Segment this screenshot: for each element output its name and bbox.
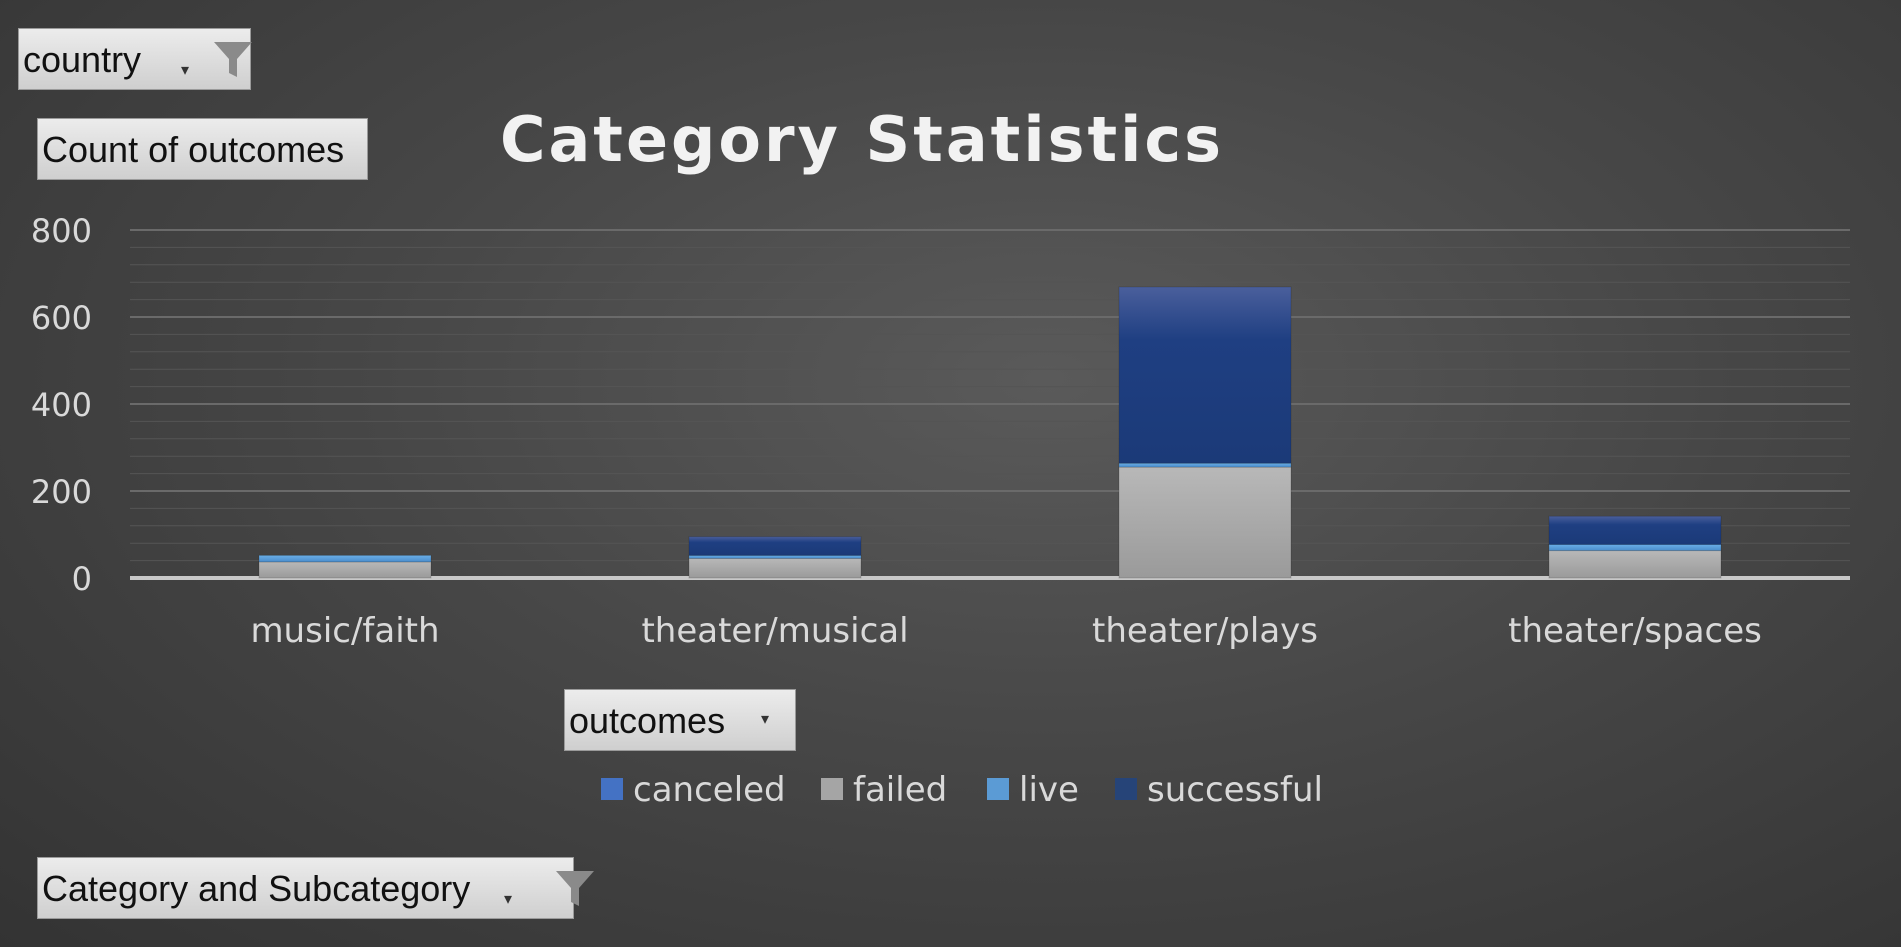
x-axis: music/faith theater/musical theater/plays t… <box>250 611 1761 651</box>
country-filter-button[interactable]: country ▾ <box>18 28 252 90</box>
bar-failed <box>1548 550 1722 579</box>
category-axis-field-button[interactable]: Category and Subcategory ▾ <box>37 857 594 919</box>
values-field-button[interactable]: Count of outcomes <box>37 118 368 180</box>
bar-live <box>1118 462 1292 468</box>
legend-label-successful: successful <box>1147 770 1323 810</box>
outcomes-legend-field-button[interactable]: outcomes ▾ <box>564 689 796 751</box>
chart-title: Category Statistics <box>500 103 1224 176</box>
bar-failed <box>1118 466 1292 579</box>
bar-failed <box>688 557 862 579</box>
y-axis: 0 200 400 600 800 <box>31 212 92 598</box>
bar-successful <box>1118 286 1292 464</box>
funnel-icon <box>214 42 252 77</box>
y-tick-label: 0 <box>72 560 92 598</box>
y-tick-label: 800 <box>31 212 92 250</box>
outcomes-field-label: outcomes <box>569 700 726 741</box>
bar-failed <box>258 561 432 579</box>
values-field-label: Count of outcomes <box>42 129 345 170</box>
legend-swatch-failed <box>821 778 843 800</box>
bar-live <box>1548 544 1722 552</box>
legend-swatch-successful <box>1115 778 1137 800</box>
country-filter-label: country <box>23 39 142 80</box>
legend: canceled failed live successful <box>601 770 1323 810</box>
chevron-down-icon: ▾ <box>761 711 770 728</box>
x-tick-label: theater/spaces <box>1508 611 1762 651</box>
category-field-label: Category and Subcategory <box>42 868 471 909</box>
x-tick-label: music/faith <box>250 611 439 651</box>
legend-label-live: live <box>1019 770 1079 810</box>
y-tick-label: 400 <box>31 386 92 424</box>
bar-live <box>258 554 432 563</box>
y-tick-label: 600 <box>31 299 92 337</box>
plot-area <box>258 286 1722 579</box>
x-tick-label: theater/musical <box>641 611 908 651</box>
legend-swatch-live <box>987 778 1009 800</box>
x-tick-label: theater/plays <box>1092 611 1318 651</box>
legend-label-failed: failed <box>853 770 947 810</box>
legend-swatch-canceled <box>601 778 623 800</box>
legend-label-canceled: canceled <box>633 770 786 810</box>
chevron-down-icon: ▾ <box>181 62 190 79</box>
funnel-icon <box>556 871 594 906</box>
y-tick-label: 200 <box>31 473 92 511</box>
bar-successful <box>1548 515 1722 546</box>
chevron-down-icon: ▾ <box>504 891 513 908</box>
bar-successful <box>688 536 862 556</box>
